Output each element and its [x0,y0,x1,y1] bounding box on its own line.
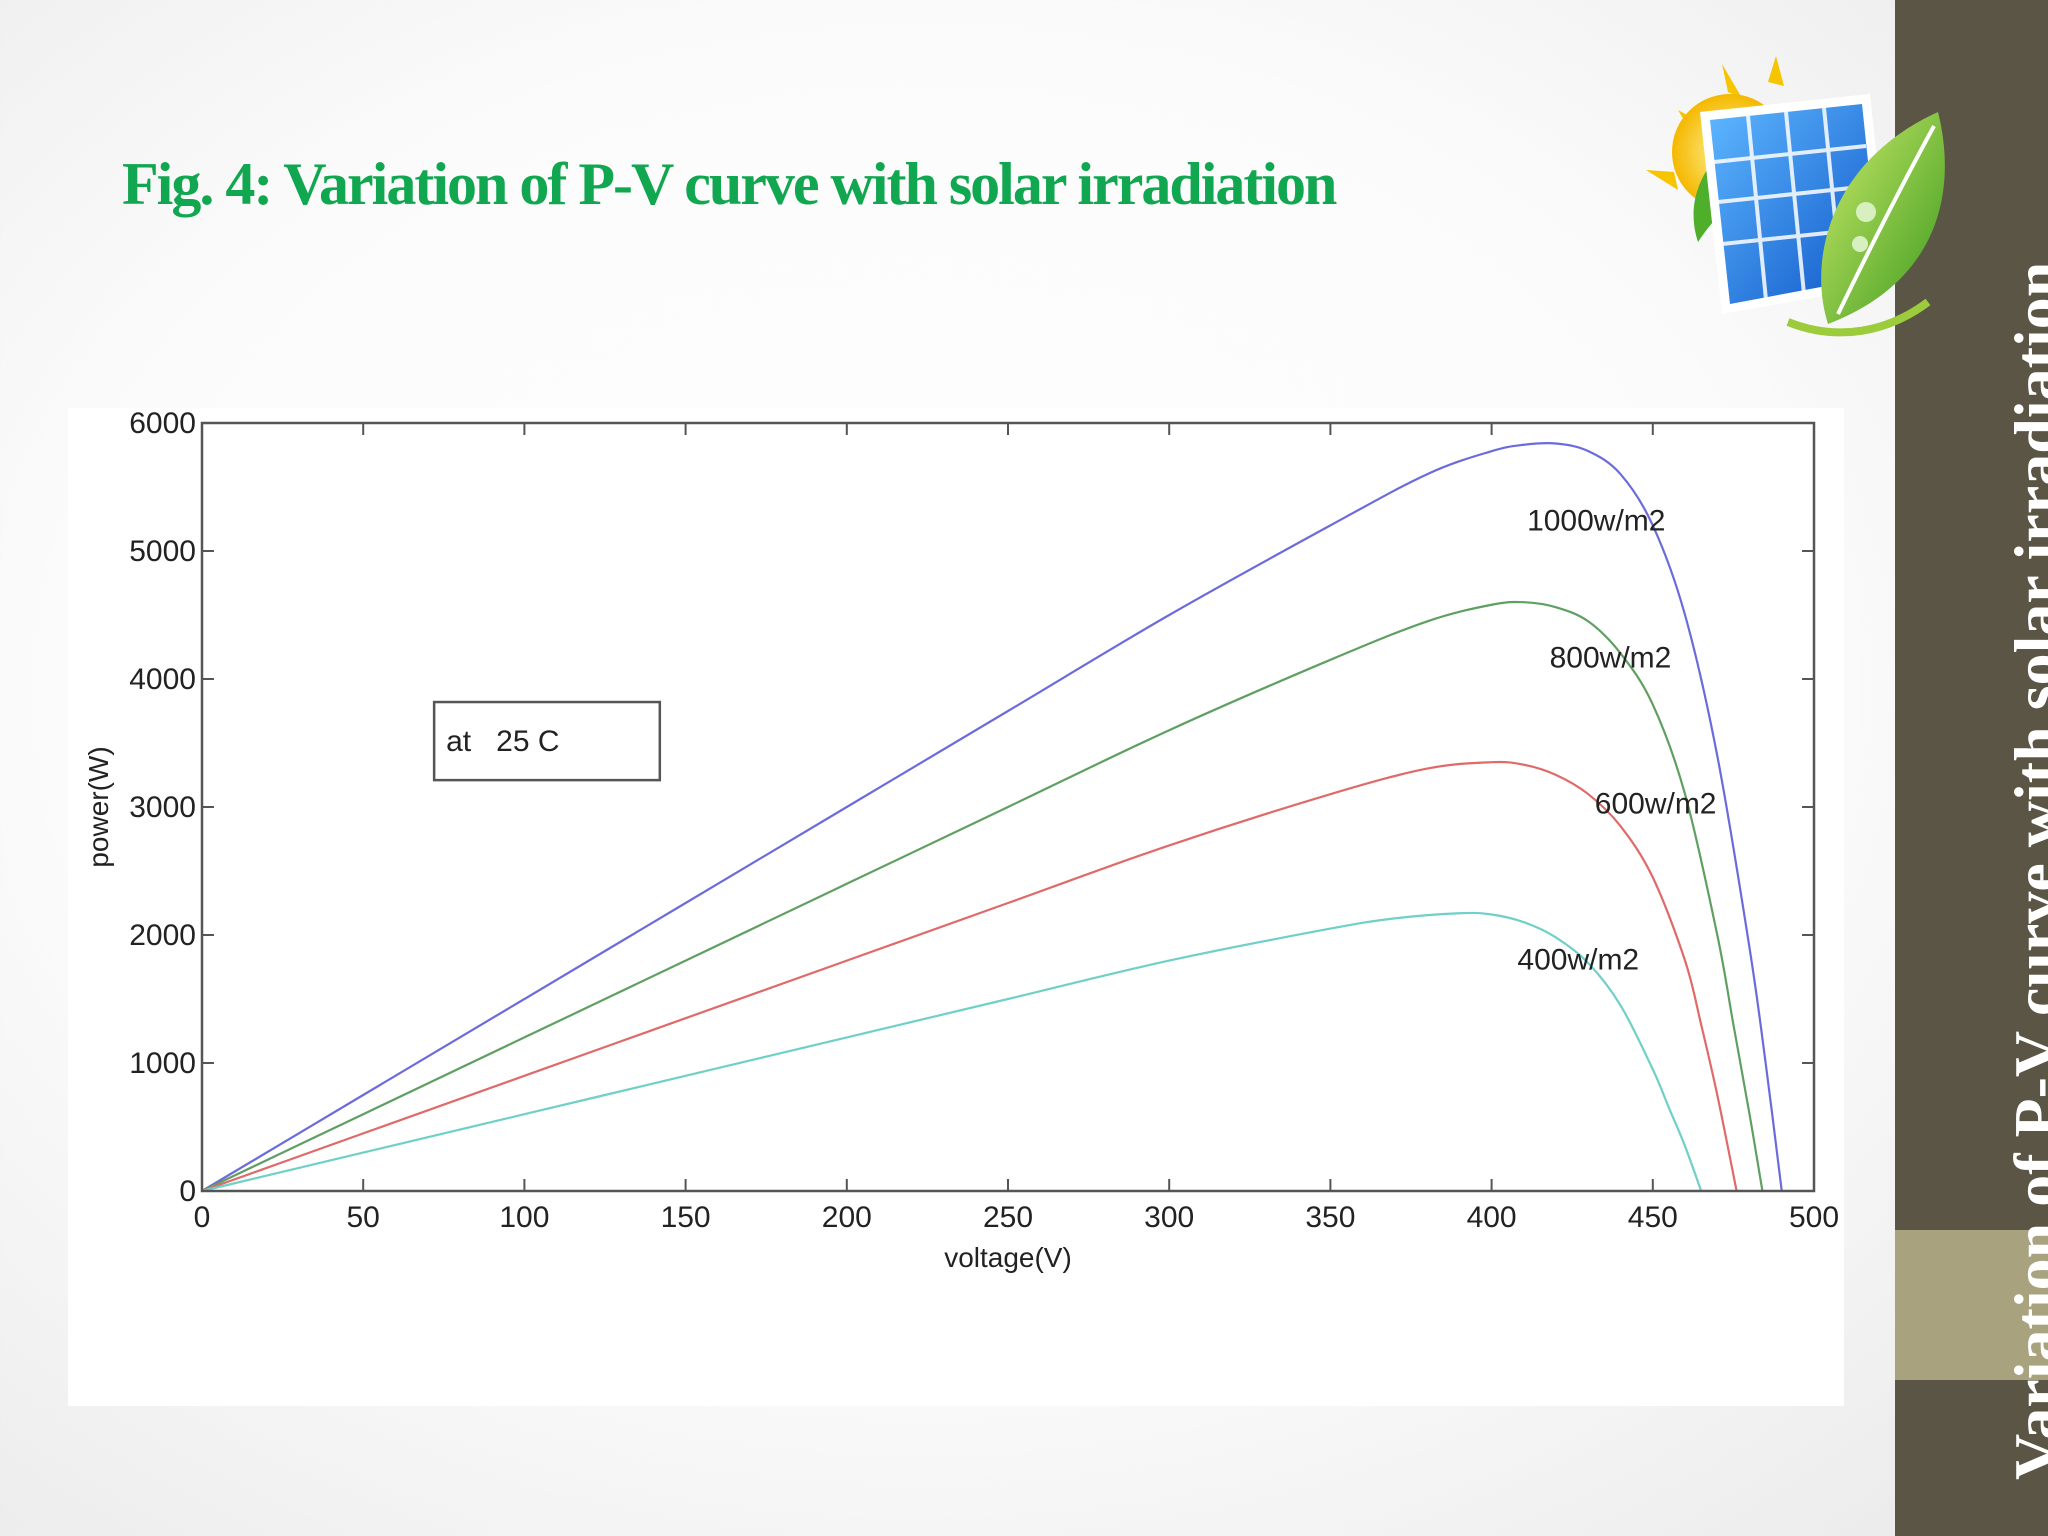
x-tick-label: 100 [499,1201,549,1234]
y-tick-label: 3000 [129,791,196,824]
y-tick-label: 2000 [129,919,196,952]
x-tick-label: 0 [194,1201,211,1234]
curve-label-2: 600w/m2 [1595,787,1717,820]
y-tick-label: 4000 [129,663,196,696]
y-tick-label: 5000 [129,535,196,568]
x-tick-label: 400 [1467,1201,1517,1234]
curve-label-1: 800w/m2 [1550,641,1672,674]
y-tick-label: 6000 [129,408,196,440]
series-line-0 [201,441,1783,1192]
ticks-layer: 0 50 100 150 200 250 300 350 400 450 5000100020003… [129,408,1839,1234]
y-axis-label: power(W) [83,746,114,867]
x-tick-label: 300 [1144,1201,1194,1234]
annotation-box [432,700,662,782]
y-tick-label: 0 [179,1175,196,1208]
y-tick-label: 1000 [129,1047,196,1080]
x-tick-label: 450 [1628,1201,1678,1234]
page-title: Fig. 4: Variation of P-V curve with sola… [122,151,1337,217]
sidebar-accent [1895,1230,2048,1380]
x-tick-label: 350 [1305,1201,1355,1234]
curve-label-3: 400w/m2 [1517,944,1639,977]
x-tick-label: 500 [1789,1201,1839,1234]
series-line-3 [201,911,1703,1193]
x-tick-label: 50 [347,1201,380,1234]
chart-panel: 0 50 100 150 200 250 300 350 400 450 500 0 1000 2000 3… [68,408,1844,1406]
x-tick-label: 200 [822,1201,872,1234]
sidebar-title: Variation of P-V curve with solar irradi… [2001,261,2048,1480]
annotation-text: at 25 C [446,725,559,758]
x-tick-label: 150 [661,1201,711,1234]
pv-curve-chart: 0 50 100 150 200 250 300 350 400 450 5000100020003… [83,408,1839,1273]
x-axis-label: voltage(V) [944,1242,1072,1273]
series-layer [201,441,1783,1193]
x-tick-label: 250 [983,1201,1033,1234]
solar-leaf-logo-icon [1646,56,1945,337]
series-line-2 [201,760,1738,1193]
series-line-1 [201,600,1764,1192]
curve-labels-layer: 1000w/m2 800w/m2 600w/m2 400w/m2 [1517,505,1716,977]
curve-label-0: 1000w/m2 [1527,505,1665,538]
